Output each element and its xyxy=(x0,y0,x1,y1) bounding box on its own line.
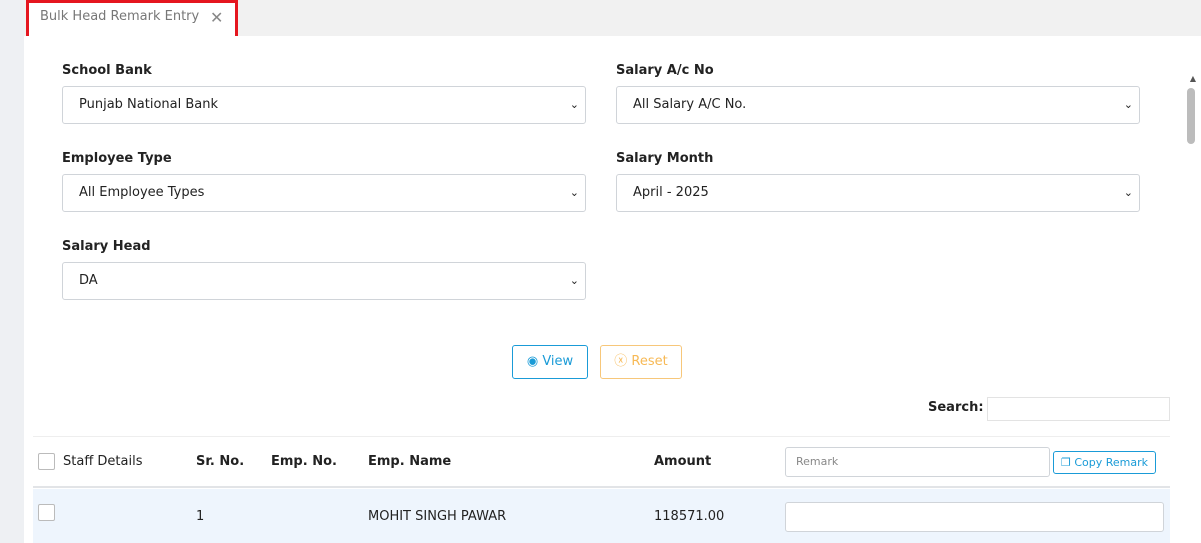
reset-button[interactable]: ⓧ Reset xyxy=(600,345,682,379)
chevron-down-icon: ⌄ xyxy=(569,274,579,287)
salary-ac-label: Salary A/c No xyxy=(616,63,714,78)
eye-icon: ◉ xyxy=(526,354,539,369)
table-header: Staff Details Sr. No. Emp. No. Emp. Name… xyxy=(33,436,1170,488)
tab-title: Bulk Head Remark Entry xyxy=(40,9,200,24)
salary-ac-value: All Salary A/C No. xyxy=(633,97,747,112)
chevron-down-icon: ⌄ xyxy=(569,98,579,111)
header-sr-no[interactable]: Sr. No. xyxy=(196,454,245,469)
close-icon[interactable]: ✕ xyxy=(210,8,224,27)
search-label: Search: xyxy=(928,400,984,415)
header-amount[interactable]: Amount xyxy=(654,454,712,469)
chevron-down-icon: ⌄ xyxy=(569,186,579,199)
chevron-down-icon: ⌄ xyxy=(1123,186,1133,199)
copy-remark-button[interactable]: ❐ Copy Remark xyxy=(1053,451,1156,474)
employee-type-value: All Employee Types xyxy=(79,185,205,200)
header-staff-details[interactable]: Staff Details xyxy=(63,454,143,469)
copy-icon: ❐ xyxy=(1060,456,1071,469)
reset-label: Reset xyxy=(631,354,668,369)
row-checkbox[interactable] xyxy=(38,504,55,521)
circle-x-icon: ⓧ xyxy=(614,354,628,369)
salary-head-select[interactable]: DA ⌄ xyxy=(62,262,586,300)
header-emp-no[interactable]: Emp. No. xyxy=(271,454,337,469)
view-button[interactable]: ◉ View xyxy=(512,345,588,379)
chevron-down-icon: ⌄ xyxy=(1123,98,1133,111)
copy-remark-label: Copy Remark xyxy=(1074,456,1149,469)
salary-month-select[interactable]: April - 2025 ⌄ xyxy=(616,174,1140,212)
amount: 118571.00 xyxy=(654,509,725,524)
scrollbar[interactable] xyxy=(1187,88,1195,144)
remark-input[interactable]: Remark xyxy=(785,447,1050,477)
table-row: 1 MOHIT SINGH PAWAR 118571.00 xyxy=(33,489,1170,543)
emp-name: MOHIT SINGH PAWAR xyxy=(368,509,507,524)
scroll-up-icon[interactable]: ▲ xyxy=(1189,74,1196,83)
school-bank-label: School Bank xyxy=(62,63,152,78)
view-label: View xyxy=(542,354,574,369)
salary-head-label: Salary Head xyxy=(62,239,151,254)
row-remark-input[interactable] xyxy=(785,502,1164,532)
school-bank-value: Punjab National Bank xyxy=(79,97,219,112)
select-all-checkbox[interactable] xyxy=(38,453,55,470)
salary-month-label: Salary Month xyxy=(616,151,714,166)
header-emp-name[interactable]: Emp. Name xyxy=(368,454,452,469)
search-input[interactable] xyxy=(987,397,1170,421)
school-bank-select[interactable]: Punjab National Bank ⌄ xyxy=(62,86,586,124)
sr-no: 1 xyxy=(196,509,205,524)
salary-head-value: DA xyxy=(79,273,98,288)
salary-month-value: April - 2025 xyxy=(633,185,709,200)
employee-type-select[interactable]: All Employee Types ⌄ xyxy=(62,174,586,212)
salary-ac-select[interactable]: All Salary A/C No. ⌄ xyxy=(616,86,1140,124)
employee-type-label: Employee Type xyxy=(62,151,172,166)
